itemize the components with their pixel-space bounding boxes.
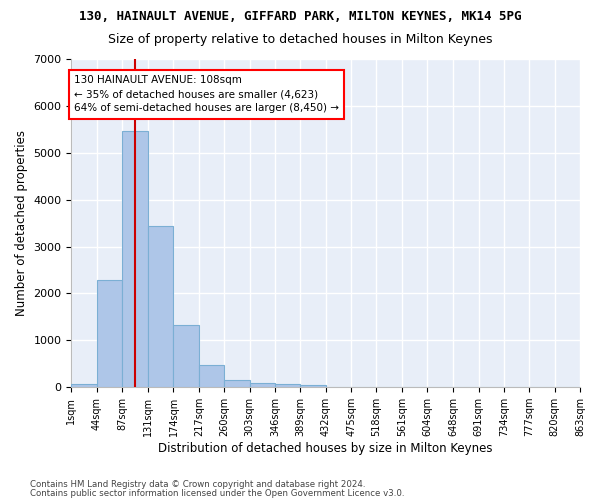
Bar <box>173 326 199 387</box>
Text: 130, HAINAULT AVENUE, GIFFARD PARK, MILTON KEYNES, MK14 5PG: 130, HAINAULT AVENUE, GIFFARD PARK, MILT… <box>79 10 521 23</box>
Bar <box>71 384 97 387</box>
Bar <box>301 386 326 387</box>
Bar <box>122 130 148 387</box>
Bar <box>250 382 275 387</box>
Text: Size of property relative to detached houses in Milton Keynes: Size of property relative to detached ho… <box>108 32 492 46</box>
X-axis label: Distribution of detached houses by size in Milton Keynes: Distribution of detached houses by size … <box>158 442 493 455</box>
Y-axis label: Number of detached properties: Number of detached properties <box>15 130 28 316</box>
Bar <box>97 280 122 387</box>
Bar <box>148 226 173 387</box>
Bar <box>224 380 250 387</box>
Bar <box>275 384 301 387</box>
Text: Contains HM Land Registry data © Crown copyright and database right 2024.: Contains HM Land Registry data © Crown c… <box>30 480 365 489</box>
Text: Contains public sector information licensed under the Open Government Licence v3: Contains public sector information licen… <box>30 488 404 498</box>
Bar <box>199 365 224 387</box>
Text: 130 HAINAULT AVENUE: 108sqm
← 35% of detached houses are smaller (4,623)
64% of : 130 HAINAULT AVENUE: 108sqm ← 35% of det… <box>74 76 339 114</box>
